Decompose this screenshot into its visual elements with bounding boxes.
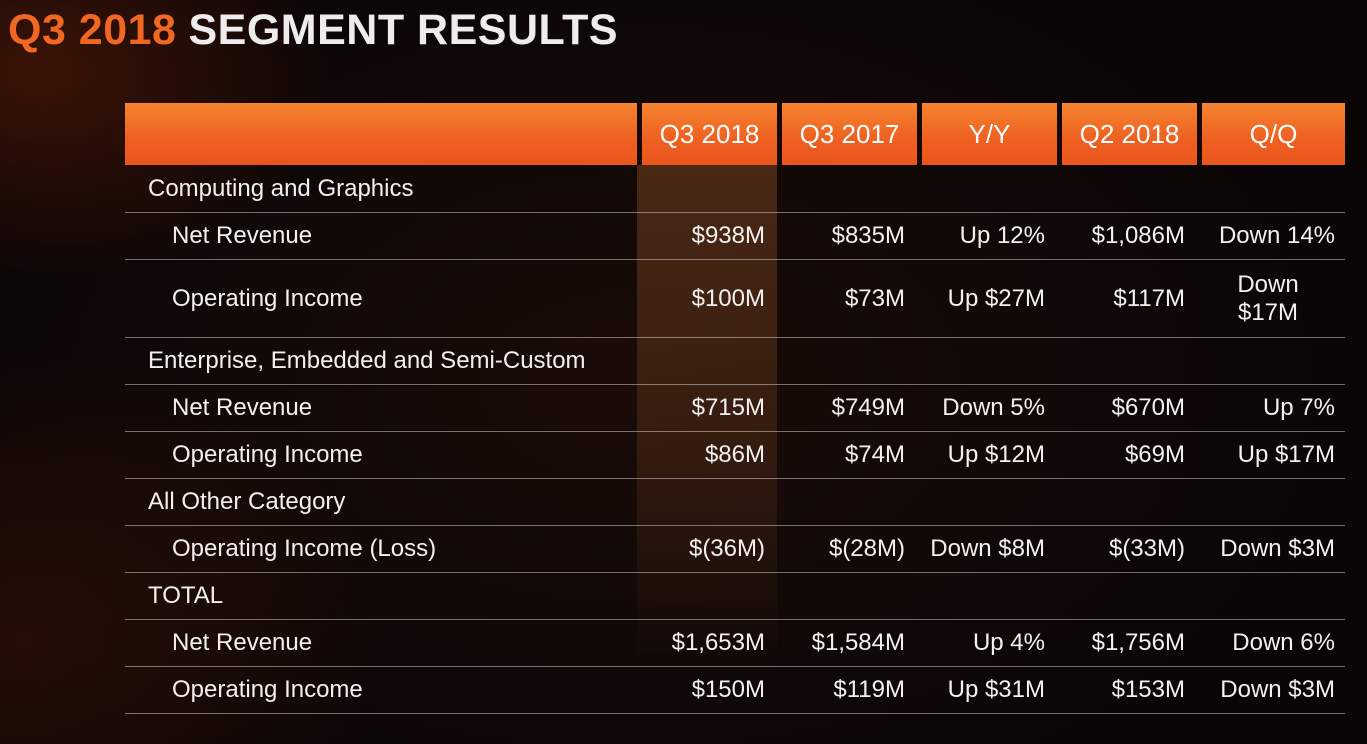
cell-q3-2017: $(28M) xyxy=(828,535,905,562)
cell-yy: Up 4% xyxy=(972,629,1045,656)
table-header-row: Q3 2018 Q3 2017 Y/Y Q2 2018 Q/Q xyxy=(125,103,1345,165)
table-row: Operating Income $86M $74M Up $12M $69M … xyxy=(125,432,1345,479)
header-cell-q3-2018: Q3 2018 xyxy=(637,103,777,165)
section-header-row: TOTAL xyxy=(125,573,1345,620)
cell-yy: Up $12M xyxy=(947,441,1045,468)
cell-q2-2018: $(33M) xyxy=(1108,535,1185,562)
row-label: Operating Income xyxy=(172,441,363,468)
table-row: Operating Income (Loss) $(36M) $(28M) Do… xyxy=(125,526,1345,573)
row-label: Net Revenue xyxy=(172,629,313,656)
table-row: Operating Income $150M $119M Up $31M $15… xyxy=(125,667,1345,714)
section-header-row: Enterprise, Embedded and Semi-Custom xyxy=(125,338,1345,385)
row-label: Net Revenue xyxy=(172,222,313,249)
header-cell-q2-2018: Q2 2018 xyxy=(1057,103,1197,165)
cell-qq: Down $3M xyxy=(1220,676,1335,703)
cell-qq: Up 7% xyxy=(1262,394,1335,421)
cell-q2-2018: $117M xyxy=(1113,284,1185,312)
header-cell-qq: Q/Q xyxy=(1197,103,1345,165)
cell-q3-2017: $73M xyxy=(844,284,905,312)
cell-qq: Down $3M xyxy=(1220,535,1335,562)
cell-yy: Up 12% xyxy=(959,222,1045,249)
cell-q2-2018: $670M xyxy=(1111,394,1185,421)
cell-q3-2018: $(36M) xyxy=(688,535,765,562)
q3-2018-column-highlight xyxy=(637,165,777,690)
cell-q3-2017: $1,584M xyxy=(811,629,905,656)
cell-q2-2018: $1,086M xyxy=(1091,222,1185,249)
cell-yy: Up $27M xyxy=(947,284,1045,312)
table-row: Operating Income $100M $73M Up $27M $117… xyxy=(125,260,1345,338)
header-cell-blank xyxy=(125,103,637,165)
cell-q2-2018: $69M xyxy=(1124,441,1185,468)
section-name: Enterprise, Embedded and Semi-Custom xyxy=(148,347,586,374)
cell-yy: Down $8M xyxy=(930,535,1045,562)
section-name: All Other Category xyxy=(148,488,346,515)
cell-q3-2017: $119M xyxy=(833,676,905,703)
table-row: Net Revenue $1,653M $1,584M Up 4% $1,756… xyxy=(125,620,1345,667)
cell-q3-2018: $715M xyxy=(691,394,765,421)
title-quarter: Q3 2018 xyxy=(8,6,177,54)
cell-q2-2018: $1,756M xyxy=(1091,629,1185,656)
cell-q3-2018: $150M xyxy=(691,676,765,703)
cell-q3-2017: $835M xyxy=(831,222,905,249)
page-title: Q3 2018 SEGMENT RESULTS xyxy=(8,6,618,55)
cell-yy: Down 5% xyxy=(942,394,1045,421)
table-row: Net Revenue $715M $749M Down 5% $670M Up… xyxy=(125,385,1345,432)
section-name: Computing and Graphics xyxy=(148,174,414,202)
section-header-row: All Other Category xyxy=(125,479,1345,526)
cell-yy: Up $31M xyxy=(947,676,1045,703)
segment-results-table: Q3 2018 Q3 2017 Y/Y Q2 2018 Q/Q Computin… xyxy=(125,103,1345,714)
section-name: TOTAL xyxy=(148,582,224,609)
cell-q3-2017: $74M xyxy=(844,441,905,468)
row-label: Net Revenue xyxy=(172,394,313,421)
row-label: Operating Income xyxy=(172,676,363,703)
section-header-row: Computing and Graphics xyxy=(125,165,1345,213)
wrapped-value: Down $17M xyxy=(1237,270,1299,326)
title-text: SEGMENT RESULTS xyxy=(188,6,619,54)
cell-qq: Down 14% xyxy=(1218,222,1335,249)
cell-q3-2018: $86M xyxy=(704,441,765,468)
row-label: Operating Income xyxy=(172,284,363,312)
cell-q3-2017: $749M xyxy=(831,394,905,421)
cell-qq: Down 6% xyxy=(1232,629,1335,656)
table-row: Net Revenue $938M $835M Up 12% $1,086M D… xyxy=(125,213,1345,260)
row-label: Operating Income (Loss) xyxy=(172,535,437,562)
cell-q3-2018: $938M xyxy=(691,222,765,249)
header-cell-q3-2017: Q3 2017 xyxy=(777,103,917,165)
cell-q2-2018: $153M xyxy=(1111,676,1185,703)
cell-q3-2018: $100M xyxy=(691,284,765,312)
cell-qq: Down $17M xyxy=(1197,271,1345,326)
cell-q3-2018: $1,653M xyxy=(671,629,765,656)
header-cell-yy: Y/Y xyxy=(917,103,1057,165)
cell-qq: Up $17M xyxy=(1237,441,1335,468)
